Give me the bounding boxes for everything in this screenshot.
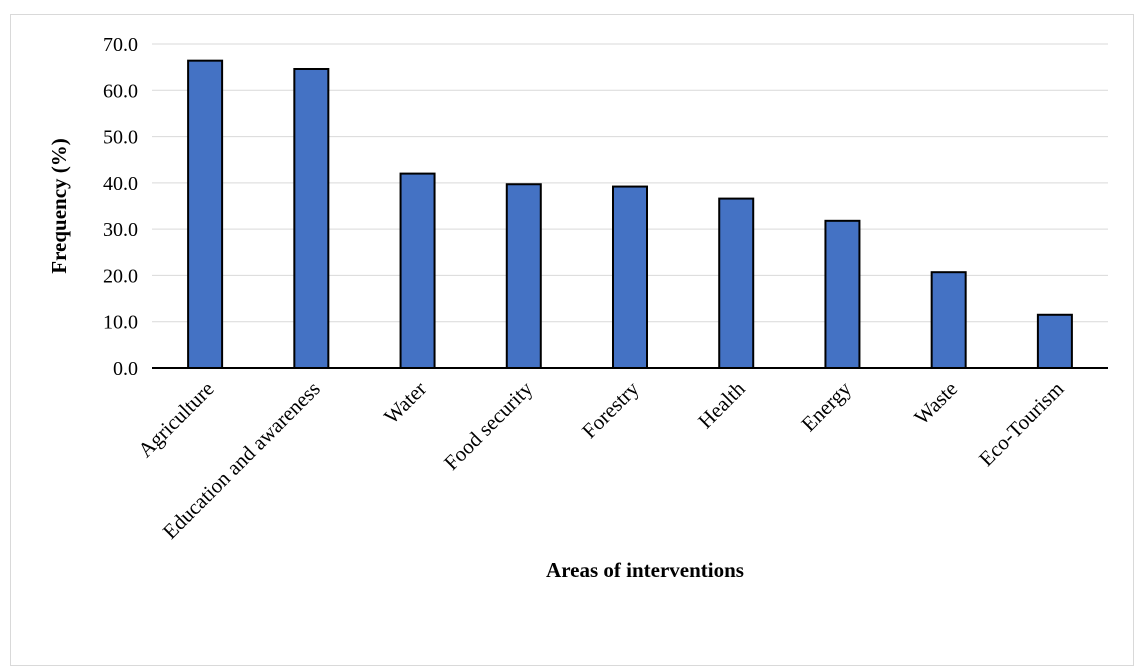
x-category-label: Waste [909,377,962,430]
y-tick-label: 20.0 [103,265,138,287]
x-category-label: Forestry [577,376,644,443]
y-tick-label: 60.0 [103,80,138,102]
bar-energy [824,219,861,369]
bar-water [399,172,436,369]
y-tick-label: 40.0 [103,173,138,195]
y-tick-label: 70.0 [103,34,138,56]
bar-eco-tourism [1036,313,1073,369]
x-category-label: Energy [796,376,856,436]
y-tick-label: 10.0 [103,312,138,334]
bar-education-and-awareness [293,67,330,369]
y-tick-label: 50.0 [103,127,138,149]
bar-health [718,197,755,369]
x-category-label: Water [379,377,431,429]
x-category-label: Eco-Tourism [974,377,1068,471]
x-category-label: Food security [439,376,538,475]
x-axis-title: Areas of interventions [546,558,744,582]
y-tick-label: 0.0 [113,358,138,380]
y-tick-labels: 0.0 10.0 20.0 30.0 40.0 50.0 60.0 70.0 [103,34,138,380]
bars [187,59,1073,369]
y-axis-title: Frequency (%) [47,138,71,274]
x-category-label: Agriculture [133,377,218,462]
x-category-label: Health [693,376,750,433]
bar-forestry [612,185,648,369]
bar-agriculture [187,59,224,369]
y-tick-label: 30.0 [103,219,138,241]
bar-food-security [505,183,542,369]
bar-waste [930,271,967,369]
